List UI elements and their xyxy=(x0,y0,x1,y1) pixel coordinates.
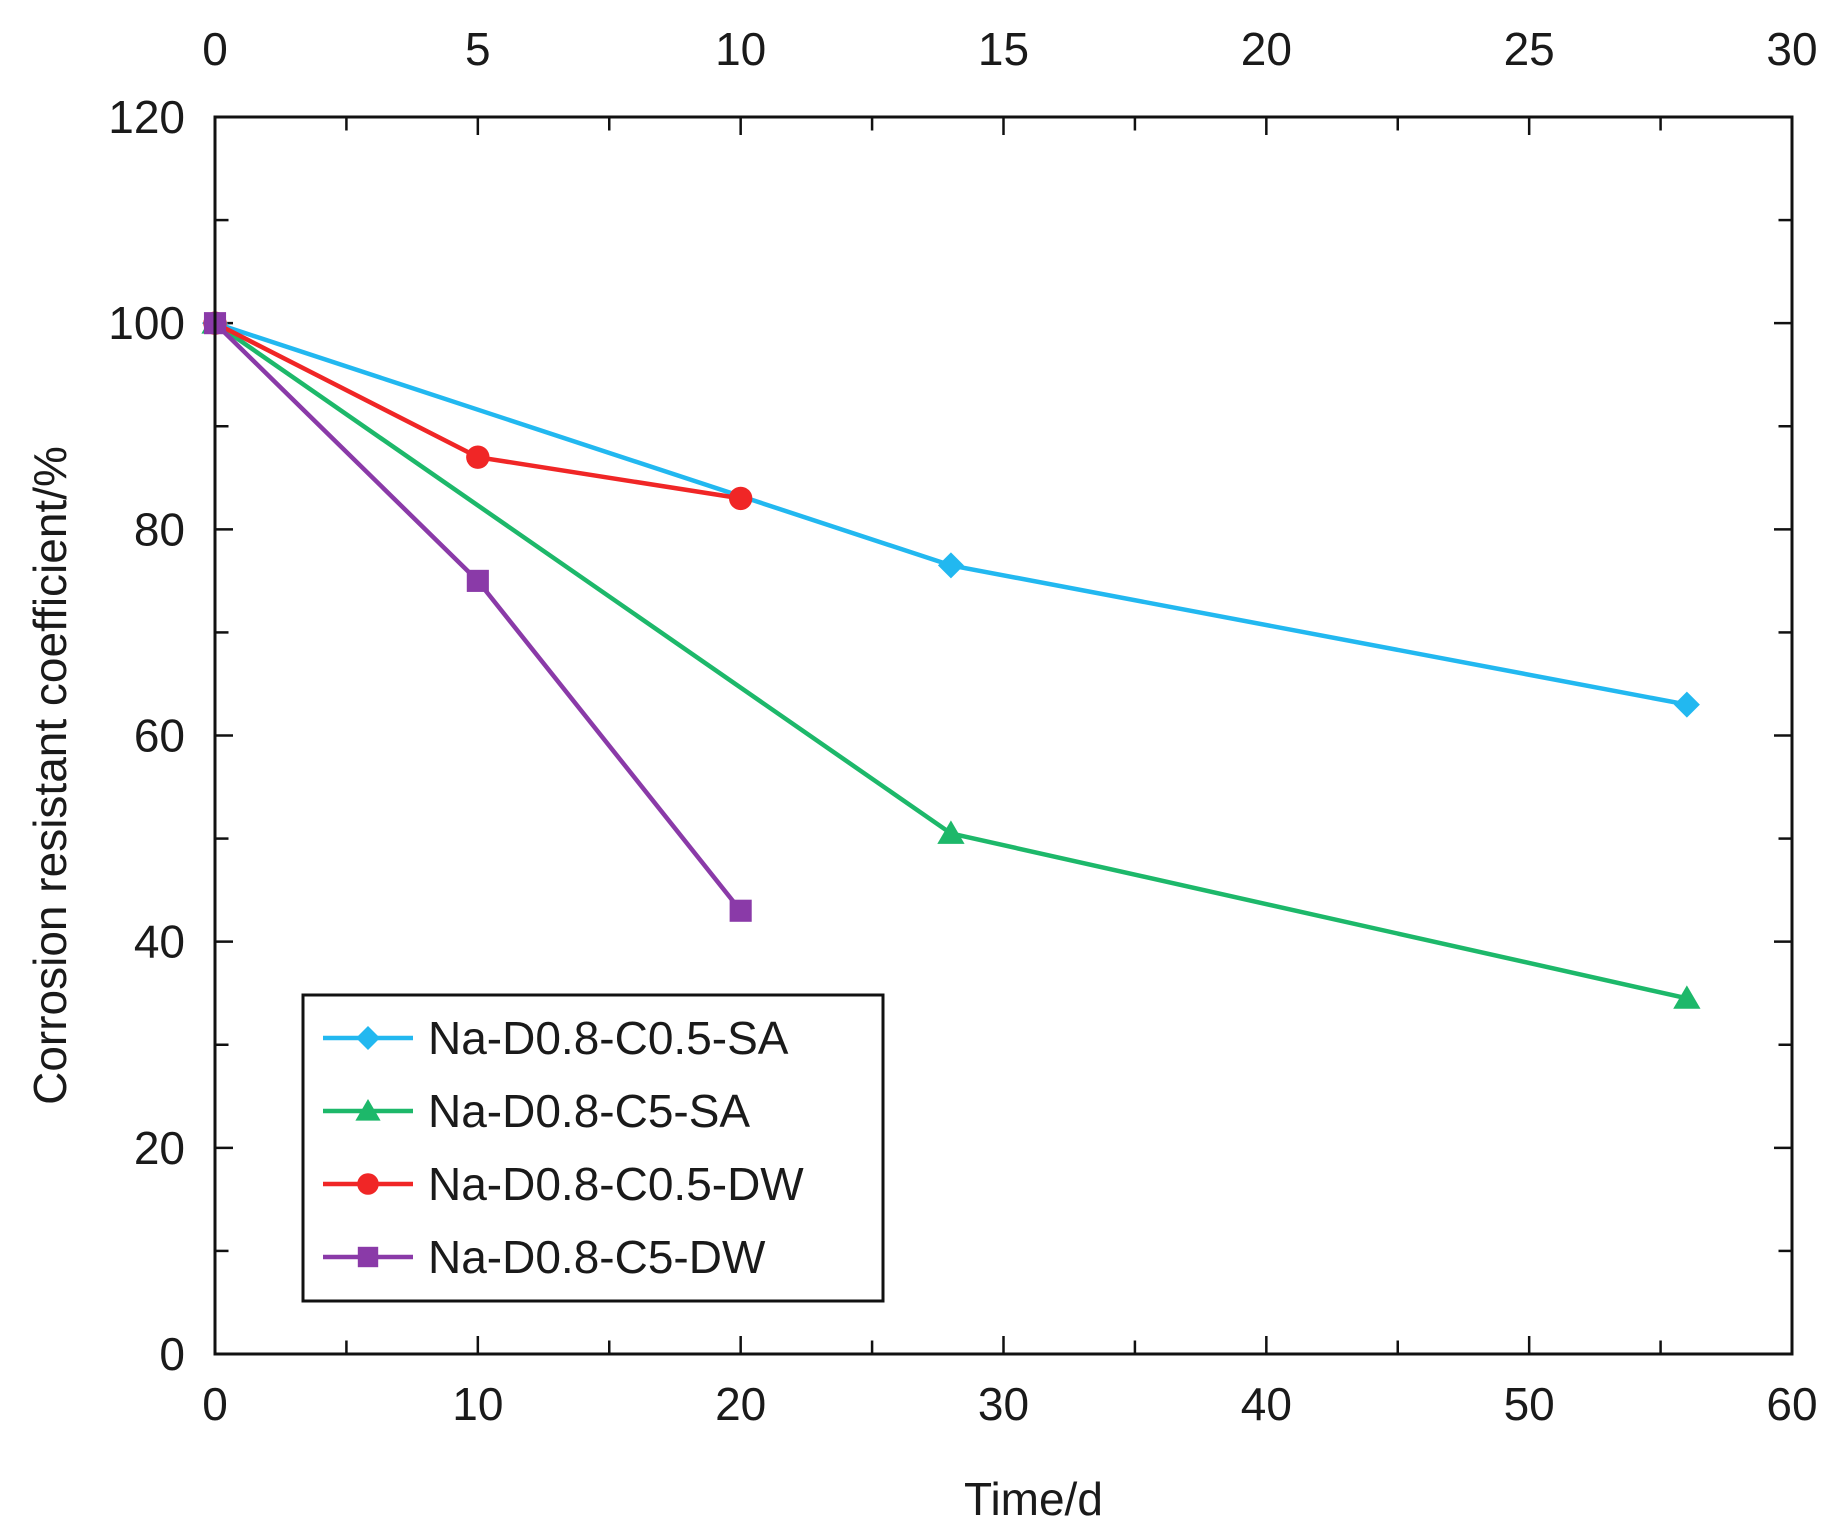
x-tick-label: 30 xyxy=(978,1378,1029,1430)
y-tick-label: 20 xyxy=(134,1122,185,1174)
x-tick-label: 40 xyxy=(1241,1378,1292,1430)
x-top-tick-label: 25 xyxy=(1504,23,1555,75)
y-tick-label: 40 xyxy=(134,916,185,968)
tick-labels: 0 10 20 30 40 50 60 0 5 10 15 20 25 30 0 20 40 60 80 100 120 xyxy=(108,23,1817,1430)
data-point-diamond xyxy=(1673,691,1700,718)
data-point-square xyxy=(466,569,489,592)
legend-label: Na-D0.8-C0.5-DW xyxy=(428,1158,804,1210)
legend-marker-diamond xyxy=(356,1026,380,1050)
data-point-square xyxy=(729,899,752,922)
x-tick-label: 50 xyxy=(1504,1378,1555,1430)
legend-marker-square xyxy=(357,1246,379,1268)
plot-frame xyxy=(213,115,1794,1356)
legend-marker-circle xyxy=(357,1173,379,1195)
x-tick-label: 10 xyxy=(452,1378,503,1430)
data-point-circle xyxy=(728,486,753,511)
x-axis-label: Time/d xyxy=(964,1473,1103,1525)
legend: Na-D0.8-C0.5-SA Na-D0.8-C5-SA Na-D0.8-C0.5… xyxy=(301,993,885,1303)
x-top-tick-label: 0 xyxy=(202,23,228,75)
legend-box xyxy=(301,993,885,1303)
legend-item: Na-D0.8-C5-DW xyxy=(323,1231,766,1283)
x-tick-label: 0 xyxy=(202,1378,228,1430)
x-tick-label: 60 xyxy=(1766,1378,1817,1430)
legend-label: Na-D0.8-C5-SA xyxy=(428,1085,750,1137)
data-point-diamond xyxy=(937,552,964,579)
legend-item: Na-D0.8-C5-SA xyxy=(323,1085,750,1137)
data-point-triangle xyxy=(937,820,965,844)
y-tick-label: 80 xyxy=(134,503,185,555)
y-tick-label: 100 xyxy=(108,297,185,349)
legend-label: Na-D0.8-C0.5-SA xyxy=(428,1012,789,1064)
data-point-circle xyxy=(466,445,490,469)
legend-marker-triangle xyxy=(355,1099,381,1121)
y-tick-label: 0 xyxy=(159,1328,185,1380)
x-tick-label: 20 xyxy=(715,1378,766,1430)
y-tick-label: 120 xyxy=(108,91,185,143)
x-top-tick-label: 5 xyxy=(465,23,491,75)
data-point-triangle xyxy=(1673,985,1701,1009)
y-axis-label: Corrosion resistant coefficient/% xyxy=(24,446,76,1105)
data-series xyxy=(201,310,1701,1009)
legend-label: Na-D0.8-C5-DW xyxy=(428,1231,766,1283)
x-top-tick-label: 10 xyxy=(715,23,766,75)
x-top-tick-label: 30 xyxy=(1766,23,1817,75)
x-top-tick-label: 15 xyxy=(978,23,1029,75)
series-4 xyxy=(203,312,752,922)
legend-item: Na-D0.8-C0.5-SA xyxy=(323,1012,789,1064)
y-tick-label: 60 xyxy=(134,710,185,762)
x-top-tick-label: 20 xyxy=(1241,23,1292,75)
legend-item: Na-D0.8-C0.5-DW xyxy=(323,1158,804,1210)
